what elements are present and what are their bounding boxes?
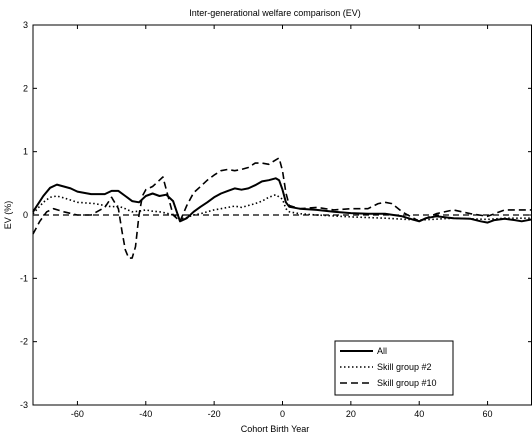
x-tick-label: -60 [71, 409, 84, 419]
legend-label: Skill group #2 [377, 362, 432, 372]
x-axis-label: Cohort Birth Year [241, 424, 310, 434]
y-axis-ticks: -3 -2 -1 0 1 2 3 [20, 20, 532, 410]
legend-label: Skill group #10 [377, 378, 437, 388]
x-axis-ticks: -60 -40 -20 0 20 40 60 [71, 25, 493, 419]
legend: All Skill group #2 Skill group #10 [334, 340, 454, 396]
series-line-2 [32, 193, 532, 221]
series-line-3 [32, 157, 532, 259]
plot-area: -60 -40 -20 0 20 40 60 -3 -2 -1 0 1 2 3 [20, 20, 532, 419]
x-tick-label: 40 [414, 409, 424, 419]
y-tick-label: -1 [20, 273, 28, 283]
x-tick-label: -20 [208, 409, 221, 419]
chart-title: Inter-generational welfare comparison (E… [189, 8, 361, 18]
x-tick-label: 60 [483, 409, 493, 419]
y-tick-label: 3 [23, 20, 28, 30]
legend-label: All [377, 346, 387, 356]
x-tick-label: -40 [139, 409, 152, 419]
x-tick-label: 20 [346, 409, 356, 419]
x-tick-label: 0 [280, 409, 285, 419]
y-tick-label: -2 [20, 337, 28, 347]
y-tick-label: 1 [23, 147, 28, 157]
y-axis-label: EV (%) [3, 201, 13, 230]
y-tick-label: 0 [23, 210, 28, 220]
series-line-1 [32, 177, 532, 224]
series-lines [32, 157, 532, 259]
y-tick-label: -3 [20, 400, 28, 410]
y-tick-label: 2 [23, 83, 28, 93]
